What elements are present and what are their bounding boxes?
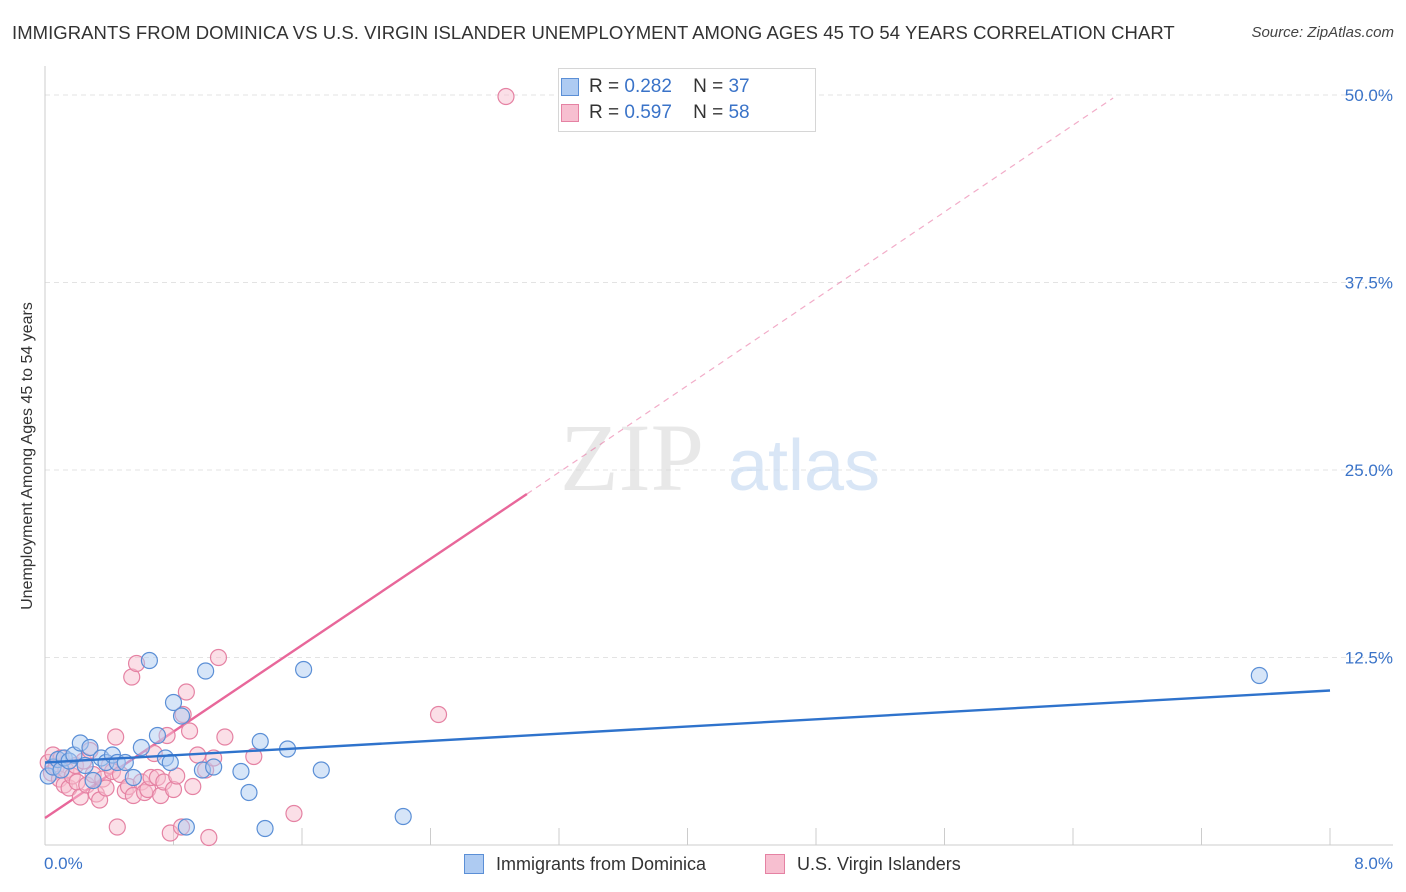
y-tick-label: 12.5% [1345, 649, 1393, 668]
r-label: R = [589, 76, 620, 97]
data-point-virgin-islanders [177, 683, 195, 701]
data-point-virgin-islanders [209, 648, 228, 667]
data-point-virgin-islanders [97, 779, 115, 797]
data-point-dominica [251, 732, 269, 751]
tick-labels: 12.5% 25.0% 37.5% 50.0% 0.0% 8.0% [44, 86, 1393, 873]
y-tick-label: 25.0% [1345, 461, 1393, 480]
data-point-dominica [84, 771, 102, 790]
watermark-atlas: atlas [728, 426, 880, 506]
data-point-dominica [295, 660, 313, 679]
x-tick-label: 8.0% [1354, 854, 1393, 873]
data-point-virgin-islanders [216, 728, 234, 746]
n-value: 58 [728, 102, 750, 123]
source-label: Source: ZipAtlas.com [1251, 24, 1394, 41]
data-point-dominica [172, 707, 191, 725]
r-value: 0.597 [624, 102, 672, 123]
data-point-dominica [177, 818, 195, 836]
stats-legend-row-virgin-islanders: R = 0.597 N = 58 [561, 101, 750, 125]
data-point-dominica [394, 807, 412, 826]
x-tick-label: 0.0% [44, 854, 83, 873]
data-point-virgin-islanders [108, 818, 126, 836]
chart-title: IMMIGRANTS FROM DOMINICA VS U.S. VIRGIN … [12, 22, 1175, 43]
data-point-virgin-islanders [107, 728, 125, 746]
data-point-virgin-islanders [184, 777, 202, 796]
legend-swatch-virgin-islanders [765, 854, 785, 874]
data-point-virgin-islanders [497, 87, 515, 106]
n-value: 37 [728, 76, 750, 97]
data-point-dominica [124, 768, 142, 787]
legend-item-dominica[interactable]: Immigrants from Dominica [464, 851, 706, 877]
data-point-dominica [1250, 666, 1268, 685]
data-point-virgin-islanders [200, 828, 218, 847]
trend-line-dominica [44, 689, 1331, 764]
legend-label-virgin-islanders: U.S. Virgin Islanders [797, 853, 961, 874]
y-tick-label: 37.5% [1345, 274, 1393, 293]
trend-line-virgin-islanders-extension [526, 97, 1114, 495]
data-point-dominica [256, 819, 274, 838]
legend-swatch-dominica [464, 854, 484, 874]
data-point-dominica [132, 738, 150, 757]
n-label: N = [693, 102, 724, 123]
legend-swatch-virgin-islanders [561, 104, 579, 122]
watermark: ZIP atlas [560, 404, 880, 511]
r-label: R = [589, 102, 620, 123]
data-point-virgin-islanders [429, 705, 448, 724]
data-point-dominica [312, 761, 330, 779]
stats-legend-row-dominica: R = 0.282 N = 37 [561, 75, 750, 99]
y-tick-label: 50.0% [1345, 86, 1393, 105]
grid-lines [45, 94, 1393, 658]
n-label: N = [693, 76, 724, 97]
data-point-dominica [140, 651, 159, 670]
data-point-dominica [164, 693, 183, 712]
r-value: 0.282 [624, 76, 672, 97]
points-virgin-islanders [39, 87, 515, 847]
stats-legend: R = 0.282 N = 37 R = 0.597 N = 58 [558, 68, 816, 132]
trend-lines-dominica [44, 689, 1331, 764]
legend-swatch-dominica [561, 78, 579, 96]
data-point-dominica [197, 662, 215, 680]
points-dominica [39, 651, 1268, 838]
data-point-dominica [232, 762, 250, 781]
data-point-virgin-islanders [285, 804, 303, 823]
data-point-virgin-islanders [245, 747, 263, 766]
data-point-dominica [81, 738, 99, 757]
data-point-dominica [205, 758, 223, 776]
legend-item-virgin-islanders[interactable]: U.S. Virgin Islanders [765, 851, 961, 877]
axes [44, 66, 1393, 846]
data-point-virgin-islanders [180, 722, 199, 740]
legend-label-dominica: Immigrants from Dominica [496, 853, 707, 874]
data-point-dominica [240, 783, 258, 802]
data-point-dominica [148, 726, 167, 745]
watermark-zip: ZIP [560, 404, 704, 511]
